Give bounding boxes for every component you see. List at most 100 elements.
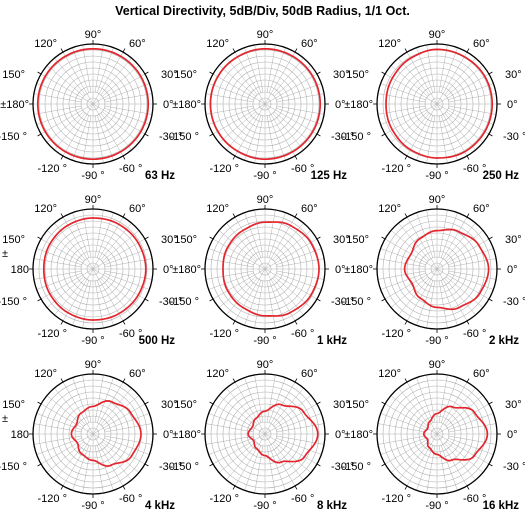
grid-spoke — [448, 83, 494, 101]
angle-tick — [404, 48, 408, 53]
angle-tick — [316, 236, 321, 240]
angle-tick — [122, 213, 126, 218]
grid-spoke — [104, 435, 153, 445]
grid-spoke — [46, 276, 84, 308]
grid-spoke — [218, 441, 256, 473]
angle-tick — [488, 133, 493, 137]
label-90: 90° — [85, 29, 102, 41]
grid-spoke — [272, 278, 304, 316]
grid-spoke — [226, 387, 258, 425]
grid-spoke — [448, 437, 494, 455]
grid-spoke — [36, 248, 82, 266]
label-60: 60° — [473, 368, 490, 380]
response-curve — [422, 405, 489, 462]
label-minus-90: -90 ° — [81, 170, 104, 182]
grid-spoke — [444, 113, 476, 151]
grid-spoke — [205, 423, 254, 433]
polar-plot-2: 90° 60° 120° 30° 150° 0° ±180° -30 ° -150 ° -60 °… — [170, 29, 355, 182]
label-30: 30° — [505, 399, 522, 411]
label-minus-120: -120 ° — [210, 493, 239, 505]
grid-spoke — [446, 276, 484, 308]
grid-spoke — [92, 403, 146, 435]
grid-spoke — [446, 441, 484, 473]
grid-spoke — [380, 437, 426, 455]
grid-spoke — [104, 437, 150, 455]
angle-tick — [404, 378, 408, 383]
grid-spoke — [380, 413, 426, 431]
grid-spoke — [264, 73, 318, 105]
grid-spoke — [268, 115, 286, 161]
polar-plot-1: 90° 60° 120° 30° 150° 0° ±180° -30 ° -150 ° -60 °… — [0, 29, 182, 182]
grid-spoke — [218, 395, 256, 427]
grid-spoke — [244, 47, 262, 93]
label-180: ±180° — [0, 99, 29, 111]
grid-spoke — [398, 222, 430, 260]
angle-tick — [466, 155, 470, 160]
label-30: 30° — [505, 234, 522, 246]
grid-spoke — [92, 51, 124, 105]
grid-spoke — [208, 272, 254, 290]
angle-tick — [144, 298, 149, 302]
grid-spoke — [36, 437, 82, 455]
grid-spoke — [254, 209, 264, 258]
label-0: 0° — [335, 429, 346, 441]
grid-spoke — [212, 103, 266, 135]
angle-tick — [466, 378, 470, 383]
grid-spoke — [254, 115, 264, 164]
grid-spoke — [72, 115, 90, 161]
label-minus-60: -60 ° — [119, 328, 142, 340]
grid-spoke — [444, 278, 476, 316]
grid-spoke — [92, 103, 124, 157]
label-minus-150: -150 ° — [170, 131, 199, 143]
frequency-label: 4 kHz — [145, 500, 175, 512]
label-minus-30: -30 ° — [331, 296, 354, 308]
grid-spoke — [264, 403, 318, 435]
response-curve — [403, 228, 490, 311]
angle-tick — [381, 463, 386, 467]
grid-spoke — [264, 103, 296, 157]
angle-tick — [466, 320, 470, 325]
grid-spoke — [226, 278, 258, 316]
angle-tick — [37, 236, 42, 240]
grid-spoke — [92, 433, 146, 465]
label-120: 120° — [206, 38, 229, 50]
grid-spoke — [212, 73, 266, 105]
label-90: 90° — [257, 194, 274, 206]
label-60: 60° — [301, 368, 318, 380]
label-minus-90: -90 ° — [253, 500, 276, 512]
grid-spoke — [426, 115, 436, 164]
frequency-label: 125 Hz — [311, 170, 348, 182]
grid-spoke — [440, 115, 458, 161]
angle-tick — [488, 298, 493, 302]
label-minus-90: -90 ° — [81, 335, 104, 347]
label-180: ±180° — [172, 429, 201, 441]
grid-spoke — [446, 65, 484, 97]
grid-spoke — [436, 51, 468, 105]
angle-tick — [294, 48, 298, 53]
grid-spoke — [274, 441, 312, 473]
label-minus-30: -30 ° — [331, 131, 354, 143]
angle-tick — [232, 48, 236, 53]
label-180: ±180° — [344, 264, 373, 276]
grid-spoke — [276, 437, 322, 455]
frequency-label: 2 kHz — [489, 335, 519, 347]
grid-spoke — [436, 73, 490, 105]
grid-spoke — [72, 212, 90, 258]
grid-spoke — [446, 395, 484, 427]
grid-spoke — [218, 230, 256, 262]
label-minus-120: -120 ° — [382, 163, 411, 175]
label-150: 150° — [174, 69, 197, 81]
grid-spoke — [244, 280, 262, 326]
label-120: 120° — [34, 368, 57, 380]
grid-spoke — [102, 395, 140, 427]
angle-tick — [381, 298, 386, 302]
angle-tick — [122, 378, 126, 383]
angle-tick — [381, 133, 386, 137]
label-120: 120° — [206, 368, 229, 380]
grid-spoke — [92, 268, 146, 300]
angle-tick — [144, 133, 149, 137]
angle-tick — [60, 378, 64, 383]
grid-spoke — [36, 107, 82, 125]
label-90: 90° — [85, 359, 102, 371]
grid-spoke — [54, 113, 86, 151]
